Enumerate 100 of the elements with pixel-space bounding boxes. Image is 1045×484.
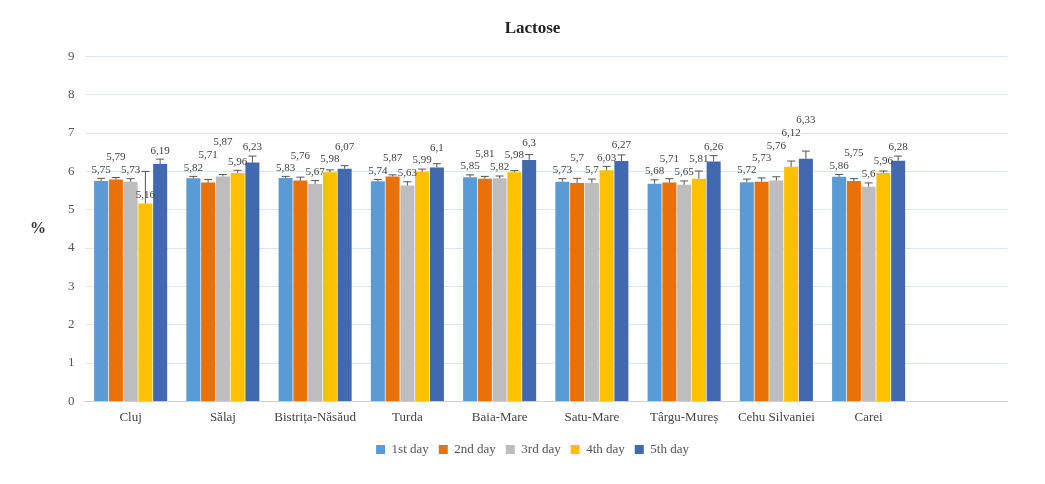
bar	[876, 172, 891, 401]
data-label: 6,27	[611, 138, 632, 151]
bar	[308, 184, 323, 401]
data-label: 6,03	[597, 150, 617, 163]
legend-label: 4th day	[586, 440, 626, 456]
data-label: 5,85	[460, 159, 481, 172]
data-label: 5,82	[183, 160, 203, 173]
x-tick-label: Turda	[392, 408, 423, 424]
y-tick-label: 4	[68, 239, 75, 255]
bar	[555, 181, 570, 401]
data-label: 5,75	[91, 162, 112, 175]
data-label: 5,7	[570, 150, 585, 163]
bar	[570, 182, 585, 401]
bar	[769, 180, 784, 401]
bar	[278, 177, 293, 401]
y-tick-label: 0	[68, 392, 75, 408]
data-label: 6,3	[522, 135, 537, 148]
y-tick-label: 9	[68, 47, 75, 63]
bar	[429, 167, 444, 401]
y-tick-label: 8	[68, 86, 75, 102]
data-label: 5,81	[689, 152, 709, 165]
bar	[754, 181, 769, 401]
data-label: 5,81	[475, 146, 495, 159]
legend-label: 5th day	[650, 440, 690, 456]
data-label: 5,71	[659, 152, 679, 165]
data-label: 6,33	[796, 113, 817, 126]
bar	[846, 180, 861, 401]
x-tick-label: Bistrița-Năsăud	[274, 408, 357, 424]
y-tick-label: 1	[68, 354, 75, 370]
data-label: 6,12	[781, 126, 801, 139]
data-label: 5,87	[213, 134, 233, 147]
data-label: 6,1	[430, 141, 444, 154]
y-tick-label: 7	[68, 124, 75, 140]
data-label: 6,26	[704, 140, 724, 153]
data-label: 5,68	[644, 164, 665, 177]
bar	[138, 203, 153, 401]
x-tick-label: Sălaj	[209, 408, 236, 424]
x-tick-label: Cluj	[119, 408, 142, 424]
y-axis-title: %	[30, 219, 46, 237]
bar	[832, 176, 847, 401]
bar	[691, 178, 706, 401]
data-label: 5,96	[873, 154, 894, 167]
bar	[507, 172, 522, 401]
bar	[647, 183, 662, 401]
y-tick-label: 5	[68, 201, 75, 217]
bar	[108, 179, 123, 401]
data-label: 5,98	[320, 152, 341, 165]
bar	[477, 178, 492, 401]
bar	[584, 182, 599, 401]
bar	[153, 164, 168, 401]
bar	[230, 172, 245, 401]
data-label: 5,73	[751, 151, 772, 164]
y-tick-label: 2	[68, 316, 75, 332]
data-label: 5,67	[305, 164, 326, 177]
bar	[861, 186, 876, 401]
bar	[201, 182, 216, 401]
data-label: 5,87	[382, 151, 403, 164]
data-label: 6,07	[335, 140, 355, 153]
data-label: 5,76	[290, 148, 311, 161]
data-label: 5,63	[397, 166, 418, 179]
bar	[415, 171, 430, 401]
data-label: 5,76	[766, 139, 787, 152]
data-label: 5,74	[368, 163, 388, 176]
bar	[400, 185, 415, 401]
x-tick-label: Carei	[854, 408, 884, 424]
data-label: 5,6	[861, 167, 876, 180]
x-tick-label: Târgu-Mureș	[649, 408, 719, 424]
chart-title: Lactose	[504, 17, 561, 37]
bar	[186, 178, 201, 401]
bar	[784, 166, 799, 401]
bar	[337, 168, 352, 401]
data-label: 5,86	[829, 158, 850, 171]
data-label: 5,75	[844, 146, 864, 159]
legend-label: 2nd day	[454, 440, 497, 456]
data-label: 5,65	[674, 165, 695, 178]
data-label: 5,72	[737, 163, 757, 176]
data-label: 5,82	[490, 160, 510, 173]
bar	[522, 159, 537, 401]
bar	[94, 180, 109, 401]
bar	[123, 181, 138, 401]
bar	[798, 158, 813, 401]
bar	[215, 176, 230, 401]
bar	[370, 181, 385, 401]
bar	[739, 182, 754, 401]
legend-label: 3rd day	[521, 440, 562, 456]
bar	[891, 160, 906, 401]
data-label: 6,19	[150, 143, 171, 156]
bar	[662, 182, 677, 401]
bar	[599, 170, 614, 401]
bar	[245, 162, 260, 401]
data-label: 5,83	[275, 160, 296, 173]
bar	[293, 180, 308, 401]
data-label: 5,98	[504, 148, 525, 161]
data-label: 6,28	[888, 140, 909, 153]
y-tick-label: 3	[68, 277, 75, 293]
bar	[463, 177, 478, 401]
bar	[385, 176, 400, 401]
bar	[492, 178, 507, 401]
bar	[677, 184, 692, 401]
y-tick-label: 6	[68, 162, 75, 178]
